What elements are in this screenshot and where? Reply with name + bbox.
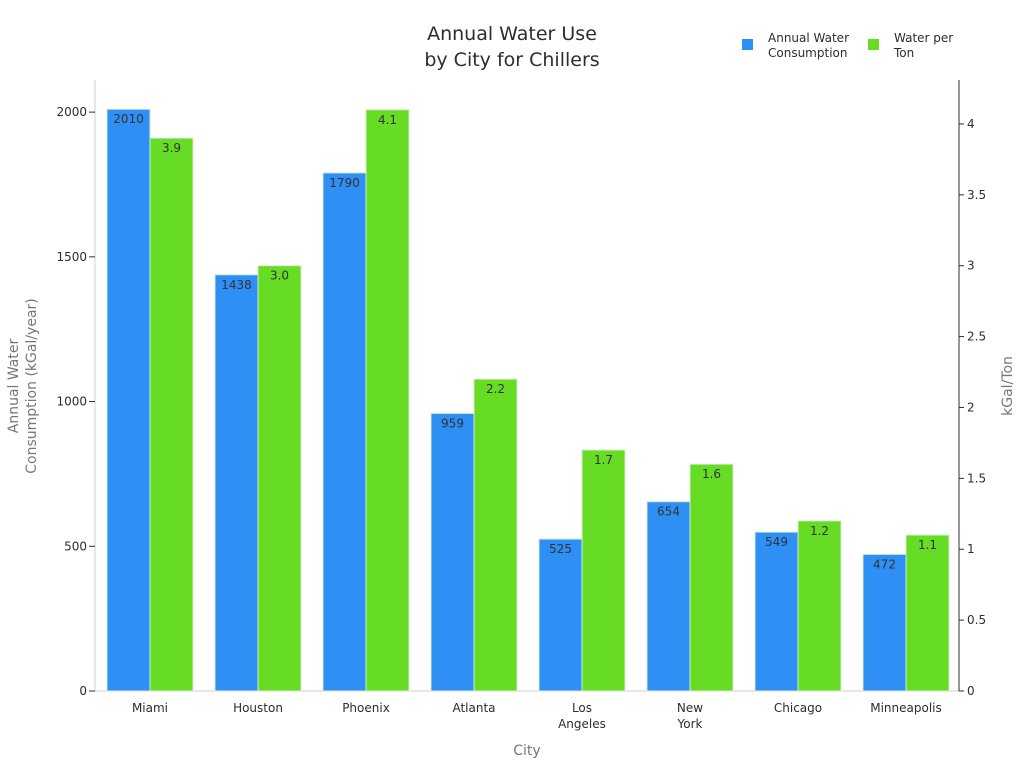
bar-water-per-ton bbox=[473, 378, 518, 692]
y2-tick-label: 2 bbox=[967, 400, 975, 414]
data-label: 1.2 bbox=[810, 524, 829, 538]
bar-annual-water-consumption bbox=[106, 108, 151, 692]
legend-label: Annual Water bbox=[768, 31, 849, 45]
y2-tick-label: 0 bbox=[967, 684, 975, 698]
bar-water-per-ton bbox=[257, 265, 302, 692]
bar-water-per-ton bbox=[149, 137, 194, 692]
bar-water-per-ton bbox=[797, 520, 842, 692]
y-axis-title-line: Consumption (kGal/year) bbox=[24, 298, 40, 473]
bar-annual-water-consumption bbox=[862, 553, 907, 692]
x-tick-label: Houston bbox=[233, 701, 283, 715]
y2-tick-label: 4 bbox=[967, 117, 975, 131]
data-label: 1.6 bbox=[702, 467, 721, 481]
data-label: 2010 bbox=[113, 112, 144, 126]
y-tick-label: 500 bbox=[64, 539, 87, 553]
bar-water-per-ton bbox=[581, 449, 626, 692]
bar-annual-water-consumption bbox=[322, 172, 367, 692]
data-label: 1.1 bbox=[918, 538, 937, 552]
x-tick-label: Minneapolis bbox=[870, 701, 942, 715]
legend-swatch bbox=[742, 39, 753, 50]
y-axis-title: Annual Water Consumption (kGal/year) bbox=[6, 298, 40, 473]
bar-annual-water-consumption bbox=[646, 501, 691, 692]
chart-title-line: Annual Water Use bbox=[427, 23, 597, 45]
legend-label: Consumption bbox=[768, 46, 847, 60]
x-tick-label: Phoenix bbox=[342, 701, 390, 715]
y2-tick-label: 0.5 bbox=[967, 613, 986, 627]
bar-annual-water-consumption bbox=[538, 538, 583, 692]
x-tick-label: New bbox=[677, 701, 703, 715]
bar-water-per-ton bbox=[365, 109, 410, 692]
chart-title-line: by City for Chillers bbox=[424, 49, 599, 71]
x-tick-label: Los bbox=[572, 701, 592, 715]
bar-annual-water-consumption bbox=[214, 274, 259, 692]
x-tick-label: Miami bbox=[132, 701, 168, 715]
data-label: 3.0 bbox=[270, 269, 289, 283]
data-label: 1438 bbox=[221, 278, 252, 292]
bar-water-per-ton bbox=[905, 534, 950, 692]
y-tick-label: 0 bbox=[79, 684, 87, 698]
y2-tick-label: 1.5 bbox=[967, 471, 986, 485]
y2-tick-label: 3.5 bbox=[967, 188, 986, 202]
legend-label: Water per bbox=[894, 31, 953, 45]
data-label: 1.7 bbox=[594, 453, 613, 467]
x-tick-label: York bbox=[677, 717, 703, 731]
data-label: 472 bbox=[873, 557, 896, 571]
x-tick-label: Atlanta bbox=[452, 701, 495, 715]
x-axis-title: City bbox=[513, 743, 540, 759]
bar-annual-water-consumption bbox=[754, 531, 799, 692]
bar-annual-water-consumption bbox=[430, 412, 475, 692]
y2-tick-label: 3 bbox=[967, 259, 975, 273]
data-label: 4.1 bbox=[378, 113, 397, 127]
x-tick-label: Chicago bbox=[774, 701, 822, 715]
data-label: 654 bbox=[657, 505, 680, 519]
y2-tick-label: 1 bbox=[967, 542, 975, 556]
axes: 0 500 1000 1500 2000 0 0.5 1 1.5 2 2.5 3 3.5 4 Annual … bbox=[6, 80, 1016, 759]
y2-axis-title: kGal/Ton bbox=[1000, 356, 1016, 416]
data-label: 959 bbox=[441, 416, 464, 430]
y2-tick-label: 2.5 bbox=[967, 330, 986, 344]
bar-water-per-ton bbox=[689, 463, 734, 692]
y-tick-label: 1000 bbox=[56, 395, 87, 409]
data-label: 525 bbox=[549, 542, 572, 556]
legend-swatch bbox=[868, 39, 879, 50]
y-tick-label: 1500 bbox=[56, 250, 87, 264]
data-label: 1790 bbox=[329, 176, 360, 190]
y-axis-title-line: Annual Water bbox=[6, 339, 22, 434]
bars: Miami 2010 3.9 Houston 1438 3.0 Phoenix 1790 4.1… bbox=[106, 108, 950, 731]
chart-title: Annual Water Use by City for Chillers bbox=[424, 23, 599, 71]
legend-label: Ton bbox=[893, 46, 914, 60]
data-label: 2.2 bbox=[486, 382, 505, 396]
data-label: 549 bbox=[765, 535, 788, 549]
y-tick-label: 2000 bbox=[56, 105, 87, 119]
x-tick-label: Angeles bbox=[558, 717, 606, 731]
data-label: 3.9 bbox=[162, 141, 181, 155]
